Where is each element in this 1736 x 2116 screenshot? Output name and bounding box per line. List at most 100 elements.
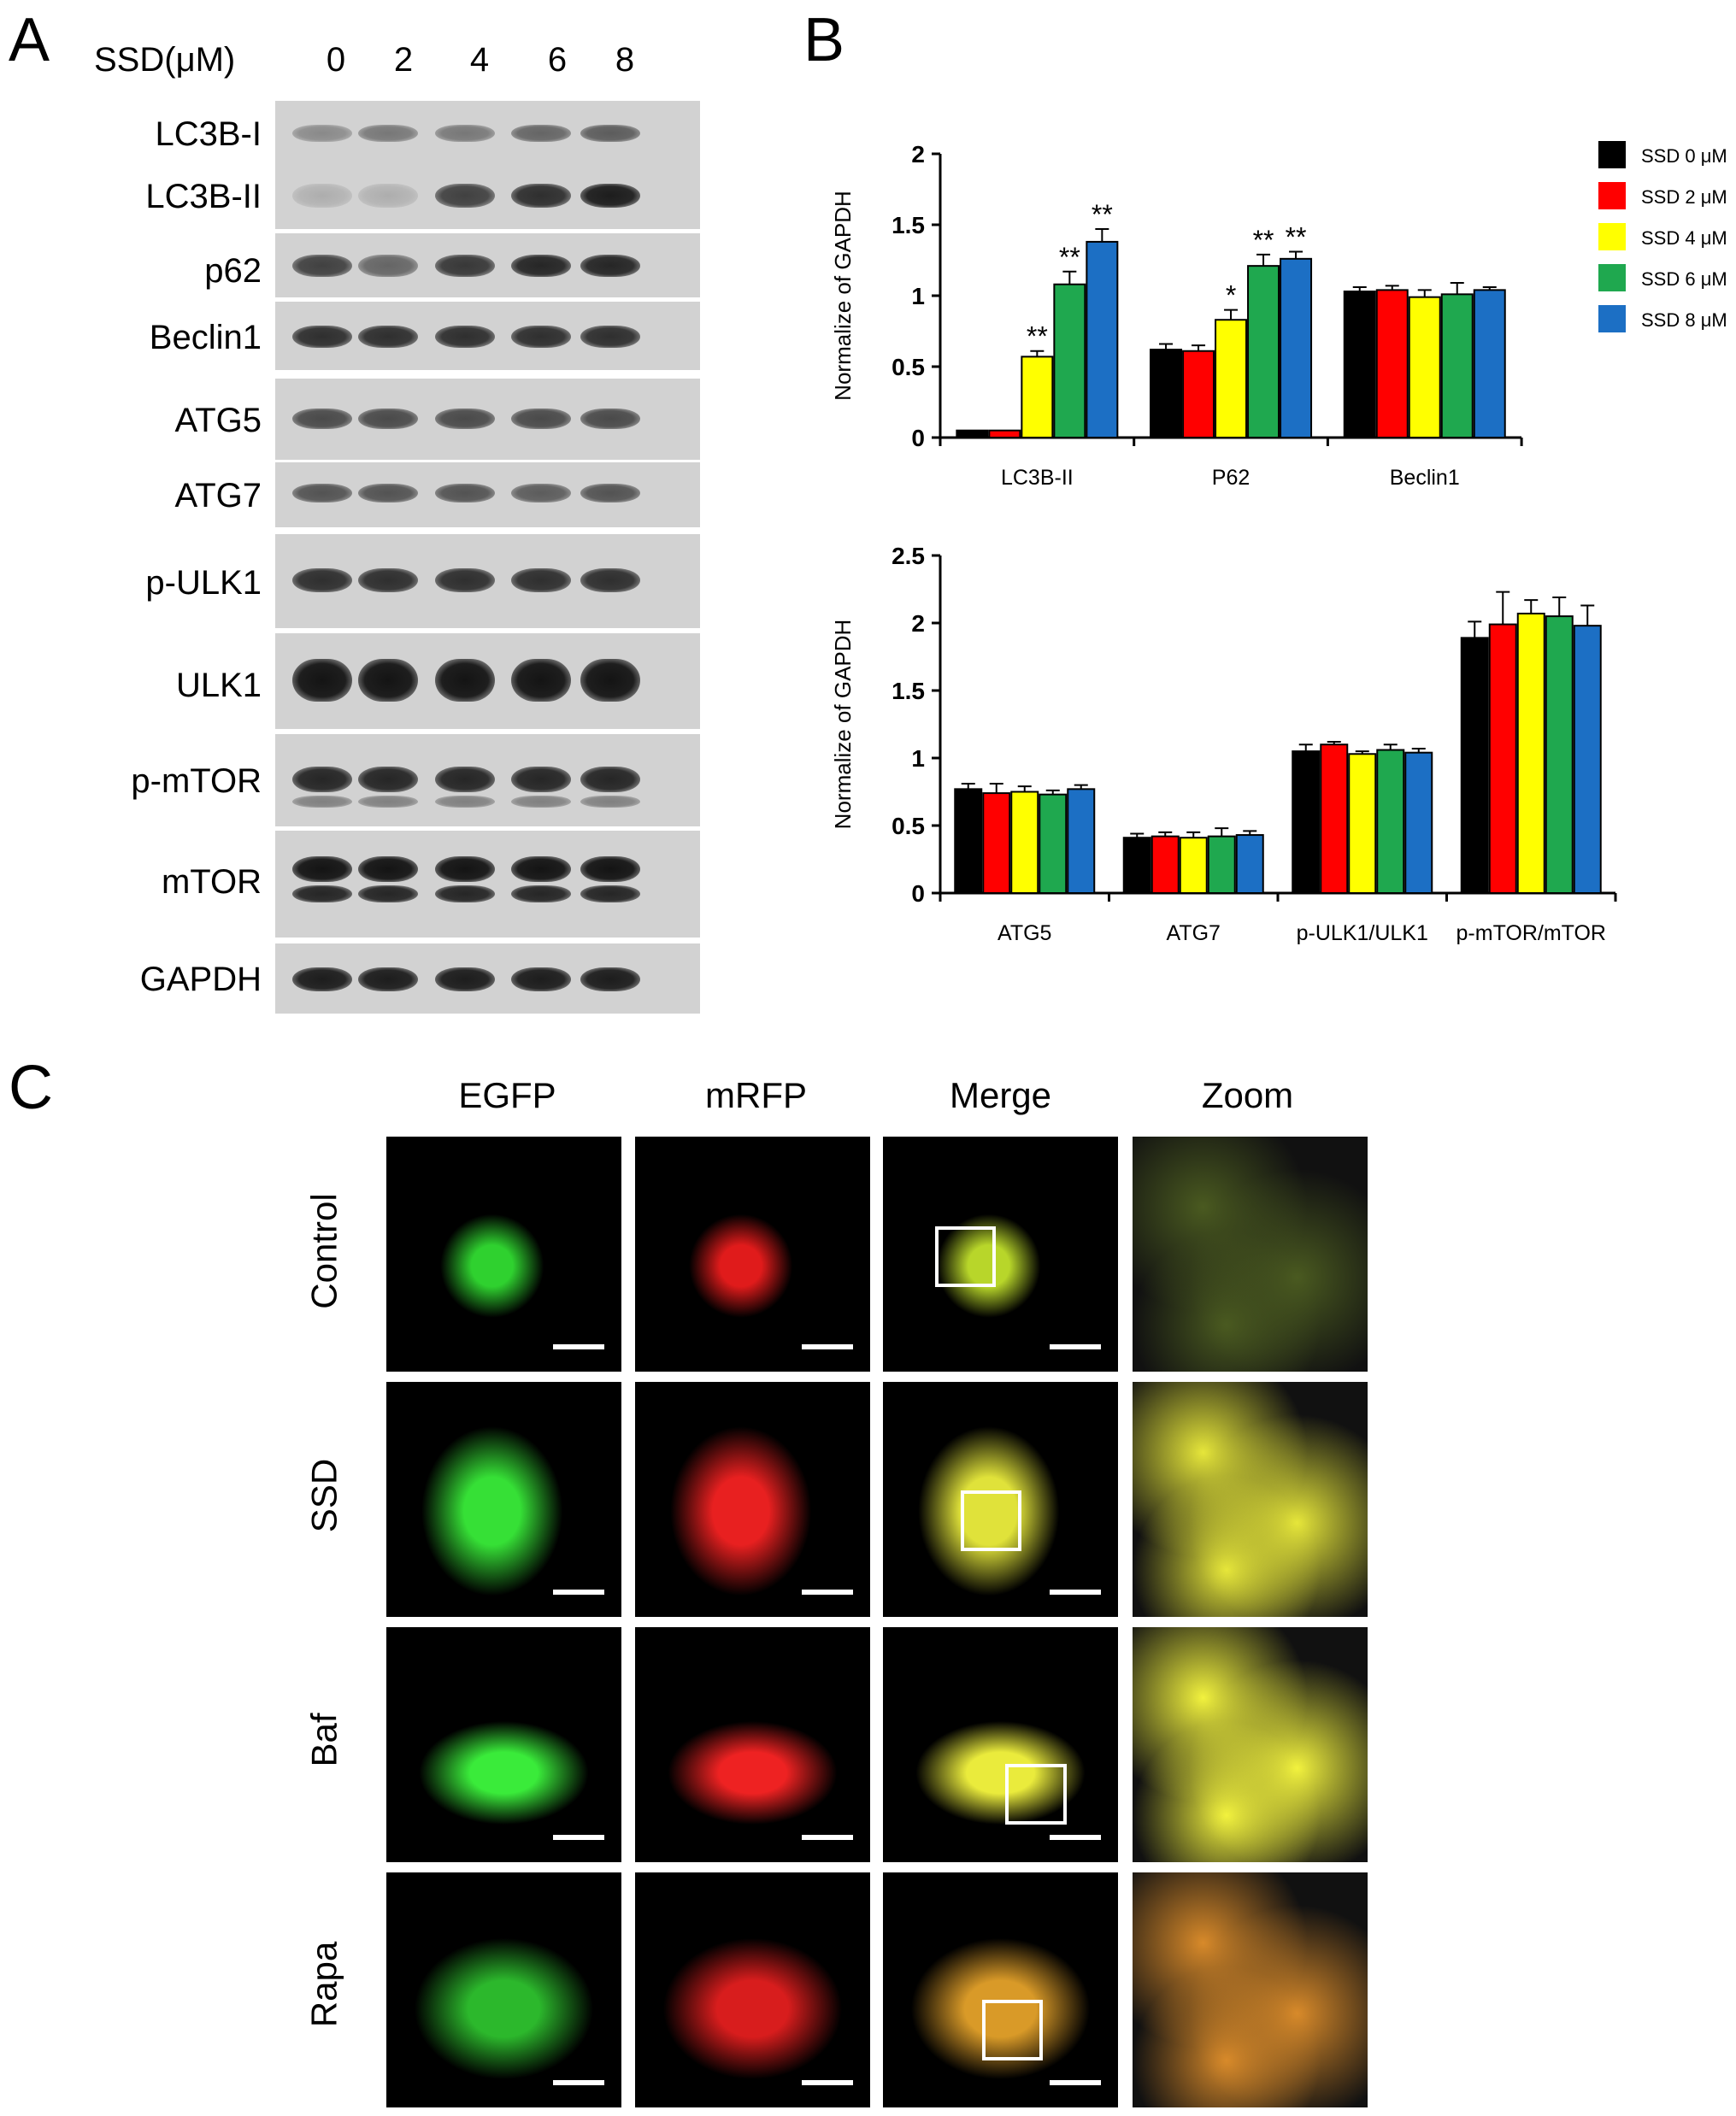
micrograph-baf-zoom: [1133, 1627, 1368, 1862]
column-title-merge: Merge: [949, 1075, 1052, 1115]
blot-band: [511, 568, 571, 592]
lane-label: 2: [393, 41, 414, 79]
micrograph-control-zoom: [1133, 1137, 1368, 1372]
legend-swatch: [1598, 141, 1626, 168]
bar: [1408, 296, 1441, 438]
bar: [1150, 349, 1183, 438]
bar: [1343, 291, 1376, 438]
blot-band: [292, 885, 352, 902]
blot-band: [358, 184, 418, 208]
bar: [1473, 289, 1506, 438]
blot-band: [358, 659, 418, 702]
bar: [1280, 257, 1313, 438]
scale-bar: [802, 2080, 853, 2085]
blot-band: [292, 568, 352, 592]
blot-band: [292, 767, 352, 792]
micrograph-baf-merge: [883, 1627, 1118, 1862]
legend-label: SSD 0 μM: [1641, 145, 1727, 167]
significance-label: **: [1027, 321, 1048, 352]
blot-band: [511, 659, 571, 702]
blot-band: [435, 659, 495, 702]
blot-band: [580, 767, 640, 792]
y-tick-label: 0: [911, 880, 925, 907]
legend-label: SSD 6 μM: [1641, 268, 1727, 290]
blot-row-label: ATG7: [174, 477, 262, 514]
blot-band: [511, 796, 571, 808]
x-tick-label: p-mTOR/mTOR: [1456, 921, 1606, 945]
zoom-region-box: [934, 1226, 996, 1287]
bar: [1215, 319, 1248, 438]
micrograph-control-merge: [883, 1137, 1118, 1372]
bar: [1375, 289, 1409, 438]
bar: [1010, 791, 1039, 894]
blot-strip-mtor: [275, 831, 700, 938]
scale-bar: [802, 1344, 853, 1349]
blot-row-label: LC3B-I: [155, 115, 262, 153]
bar: [1182, 350, 1215, 438]
blot-strip-p-mtor: [275, 734, 700, 826]
blot-band: [435, 125, 495, 142]
blot-band: [435, 885, 495, 902]
blot-band: [435, 484, 495, 503]
y-tick-label: 2: [911, 610, 925, 637]
scale-bar: [1050, 1590, 1101, 1595]
blot-row-label: LC3B-II: [145, 178, 262, 215]
y-tick-label: 0: [911, 425, 925, 451]
bar: [1179, 837, 1208, 894]
y-axis-label: Normalize of GAPDH: [830, 620, 856, 830]
bar: [1292, 750, 1321, 894]
y-tick-label: 1.5: [892, 678, 925, 704]
column-title-egfp: EGFP: [458, 1075, 556, 1115]
blot-strip-gapdh: [275, 943, 700, 1014]
lane-label: 8: [615, 41, 635, 79]
blot-row-label: GAPDH: [139, 961, 262, 998]
bar: [1247, 265, 1280, 438]
significance-label: **: [1286, 222, 1307, 253]
x-tick-label: ATG7: [1167, 921, 1221, 945]
y-tick-label: 1: [911, 745, 925, 772]
column-title-mrfp: mRFP: [705, 1075, 807, 1115]
micrograph-rapa-zoom: [1133, 1872, 1368, 2107]
bar: [1440, 293, 1474, 438]
bar: [1235, 834, 1264, 894]
blot-strip-atg7: [275, 462, 700, 527]
micrograph-ssd-zoom: [1133, 1382, 1368, 1617]
significance-label: **: [1092, 199, 1113, 230]
blot-band: [435, 326, 495, 348]
bar: [954, 788, 983, 894]
blot-band: [511, 856, 571, 882]
blot-band: [358, 484, 418, 503]
y-tick-label: 0.5: [892, 354, 925, 380]
blot-strip-atg5: [275, 379, 700, 460]
bar-chart-atg-ulk1-mtor: 0 0.5 1 1.5 2 2.5 Normalize of GAPDH ATG5 ATG7 p-…: [830, 543, 1617, 945]
micrograph-ssd-mrfp: [635, 1382, 870, 1617]
scale-bar: [553, 1590, 604, 1595]
blot-band: [435, 568, 495, 592]
panel-label-c: C: [9, 1054, 53, 1122]
significance-label: **: [1253, 225, 1274, 256]
blot-strip-lc3b: [275, 101, 700, 229]
zoom-region-box: [981, 1999, 1043, 2060]
blot-band: [435, 796, 495, 808]
blot-band: [292, 967, 352, 991]
blot-band: [292, 659, 352, 702]
blot-band: [511, 409, 571, 429]
legend-label: SSD 4 μM: [1641, 227, 1727, 249]
blot-band: [292, 484, 352, 503]
row-title-control: Control: [303, 1193, 344, 1309]
y-tick-label: 2.5: [892, 543, 925, 569]
bar: [956, 429, 989, 439]
blot-band: [435, 184, 495, 208]
y-tick-label: 2: [911, 141, 925, 168]
micrograph-control-egfp: [386, 1137, 621, 1372]
bar: [1207, 835, 1236, 895]
blot-band: [358, 885, 418, 902]
blot-band: [580, 326, 640, 348]
blot-strip-beclin1: [275, 302, 700, 370]
bar: [1150, 835, 1180, 895]
x-tick-label: p-ULK1/ULK1: [1297, 921, 1428, 945]
blot-band: [435, 856, 495, 882]
scale-bar: [1050, 2080, 1101, 2085]
y-tick-label: 0.5: [892, 813, 925, 839]
blot-band: [511, 967, 571, 991]
